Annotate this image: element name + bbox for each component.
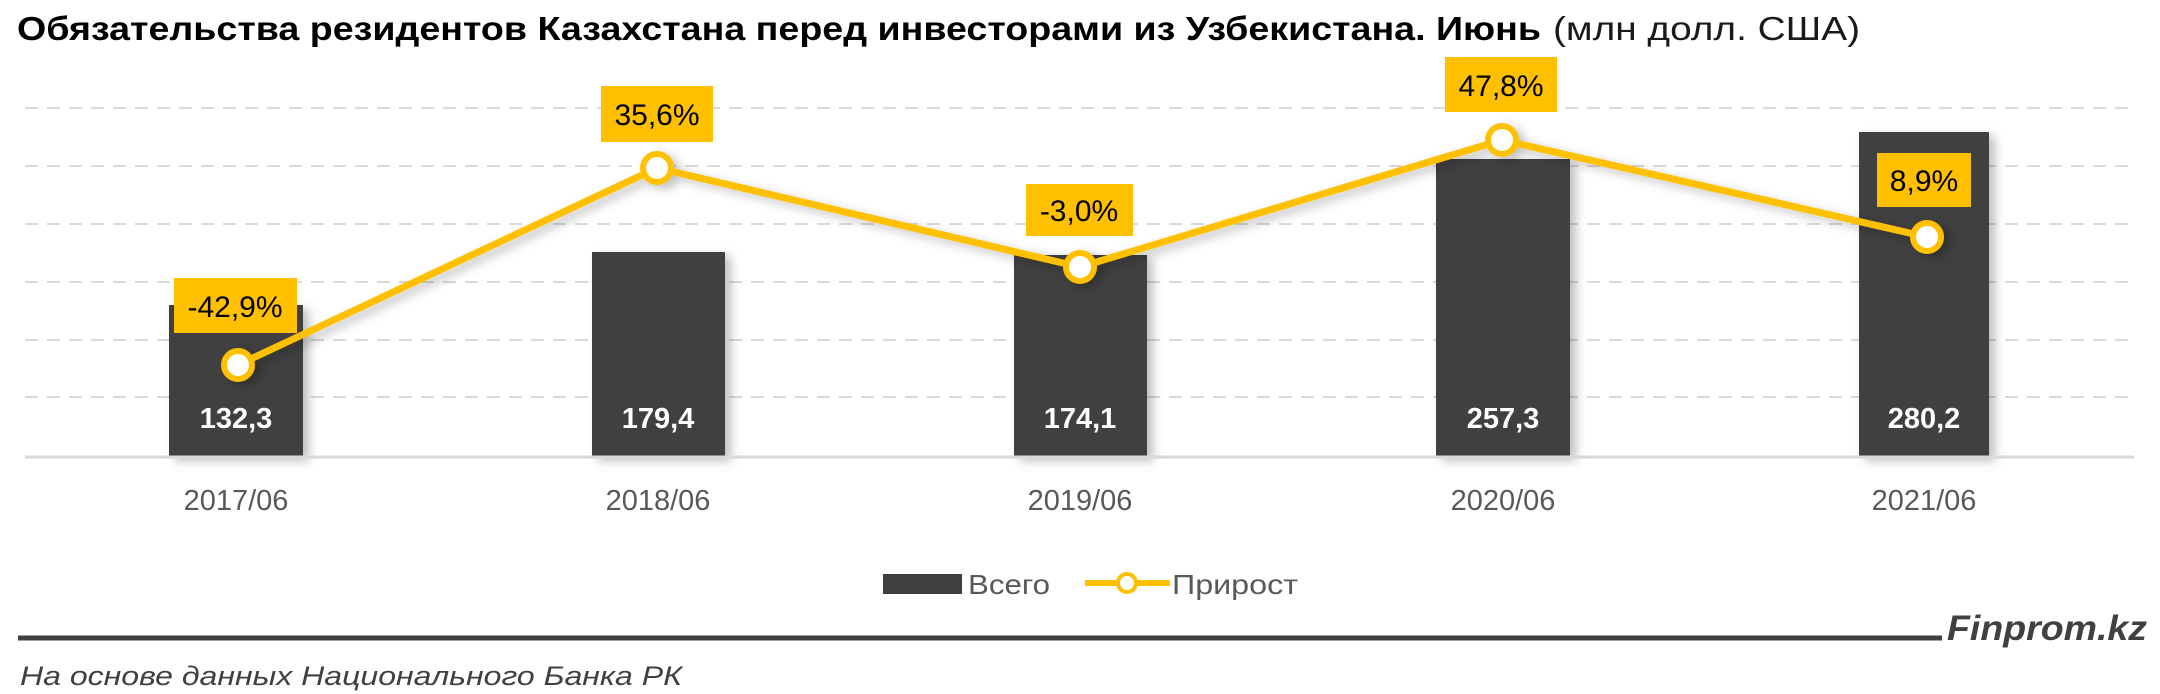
growth-marker xyxy=(1485,123,1519,157)
bar-value-label: 257,3 xyxy=(1467,403,1540,435)
x-axis-label: 2018/06 xyxy=(606,485,711,517)
legend-item-growth[interactable]: Прирост xyxy=(1085,569,1298,600)
growth-marker xyxy=(1910,220,1944,254)
growth-label-text: -3,0% xyxy=(1040,195,1118,228)
bar-value-label: 179,4 xyxy=(622,403,695,435)
legend-label: Прирост xyxy=(1172,569,1298,600)
chart-title: Обязательства резидентов Казахстана пере… xyxy=(17,10,1860,47)
legend: Всего Прирост xyxy=(883,569,1298,600)
bar-2020 xyxy=(1436,159,1570,457)
growth-marker xyxy=(640,151,674,185)
bar-value-label: 280,2 xyxy=(1888,403,1961,435)
chart-title-unit: (млн долл. США) xyxy=(1553,10,1860,47)
growth-value-labels: -42,9% 35,6% -3,0% 47,8% 8,9% xyxy=(174,57,1971,333)
growth-label-2019: -3,0% xyxy=(1026,184,1133,236)
growth-label-box xyxy=(174,278,297,333)
growth-marker xyxy=(221,348,255,382)
x-axis-label: 2017/06 xyxy=(184,485,289,517)
x-axis-labels: 2017/06 2018/06 2019/06 2020/06 2021/06 xyxy=(184,485,1977,517)
growth-label-2018: 35,6% xyxy=(601,86,713,142)
legend-label: Всего xyxy=(968,569,1050,600)
growth-label-text: 8,9% xyxy=(1890,165,1958,198)
legend-item-total[interactable]: Всего xyxy=(883,569,1050,600)
bar-2019 xyxy=(1014,255,1147,457)
bar-series-total xyxy=(169,132,1989,457)
source-note: На основе данных Национального Банка РК xyxy=(20,661,684,691)
brand-logo-text: Finprom.kz xyxy=(1947,609,2148,648)
growth-label-box xyxy=(601,86,713,142)
bar-2018 xyxy=(592,252,725,457)
growth-label-text: 47,8% xyxy=(1458,70,1543,103)
growth-label-text: 35,6% xyxy=(614,99,699,132)
bar-value-label: 132,3 xyxy=(200,403,273,435)
x-axis-label: 2019/06 xyxy=(1028,485,1133,517)
growth-label-box xyxy=(1026,184,1133,236)
bar-value-labels: 132,3 179,4 174,1 257,3 280,2 xyxy=(200,403,1961,435)
x-axis-label: 2021/06 xyxy=(1872,485,1977,517)
growth-label-2017: -42,9% xyxy=(174,278,297,333)
growth-label-2020: 47,8% xyxy=(1445,57,1557,112)
bar-value-label: 174,1 xyxy=(1044,403,1117,435)
growth-label-box xyxy=(1445,57,1557,112)
line-series-growth xyxy=(221,123,1944,382)
growth-label-text: -42,9% xyxy=(187,291,282,324)
chart-title-main: Обязательства резидентов Казахстана пере… xyxy=(17,10,1541,47)
growth-label-2021: 8,9% xyxy=(1877,153,1971,207)
growth-label-box xyxy=(1877,153,1971,207)
bar-swatch-icon xyxy=(883,574,962,594)
line-marker-dot-icon xyxy=(1116,572,1138,594)
x-axis-label: 2020/06 xyxy=(1451,485,1556,517)
growth-marker xyxy=(1063,250,1097,284)
